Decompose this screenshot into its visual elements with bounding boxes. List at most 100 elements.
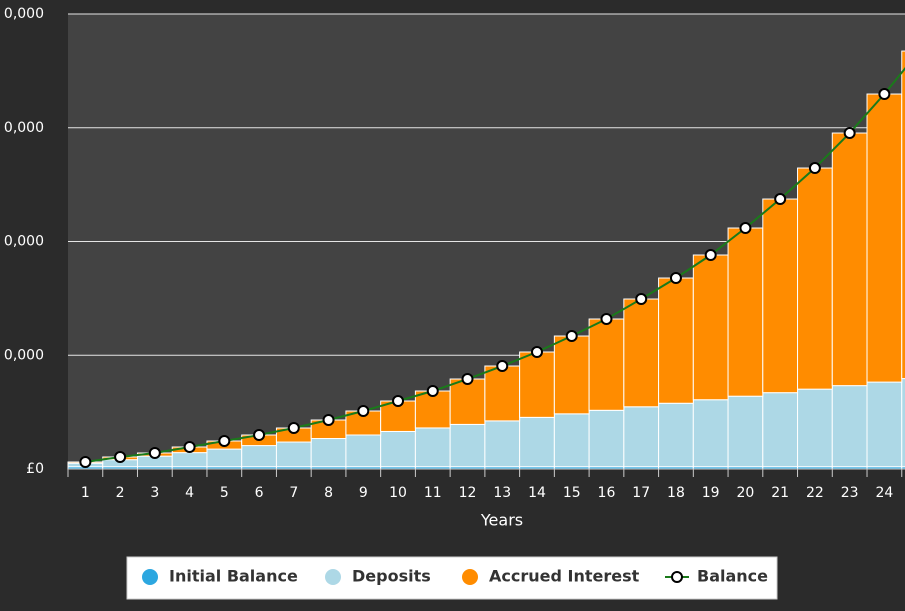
balance-point bbox=[392, 395, 405, 408]
y-tick-label: 0,000 bbox=[4, 120, 44, 136]
x-tick-label: 10 bbox=[389, 485, 407, 501]
x-tick-label: 21 bbox=[771, 485, 789, 501]
balance-point bbox=[218, 435, 231, 448]
y-tick-label: 0,000 bbox=[4, 234, 44, 250]
legend-marker bbox=[462, 569, 478, 585]
balance-point bbox=[461, 373, 474, 386]
bar-segment bbox=[692, 254, 729, 401]
legend-item[interactable]: Balance bbox=[665, 567, 768, 586]
balance-point bbox=[253, 429, 266, 442]
legend-item[interactable]: Accrued Interest bbox=[462, 567, 640, 586]
balance-point bbox=[774, 193, 787, 206]
bar-segment bbox=[692, 399, 729, 468]
bar-segment bbox=[553, 335, 590, 415]
legend-label: Deposits bbox=[352, 567, 431, 586]
bar-segment bbox=[762, 392, 799, 468]
balance-point bbox=[287, 422, 300, 435]
legend-item[interactable]: Initial Balance bbox=[142, 567, 298, 586]
x-tick-label: 8 bbox=[324, 485, 333, 501]
balance-point bbox=[148, 447, 161, 460]
legend-item[interactable]: Deposits bbox=[325, 567, 431, 586]
legend-label: Balance bbox=[697, 567, 768, 586]
x-tick-label: 23 bbox=[841, 485, 859, 501]
bar-segment bbox=[380, 430, 416, 468]
x-tick-label: 7 bbox=[289, 485, 298, 501]
legend-marker bbox=[142, 569, 158, 585]
x-tick-label: 12 bbox=[459, 485, 477, 501]
bar-segment bbox=[414, 427, 451, 468]
balance-point bbox=[843, 127, 856, 140]
bar-segment bbox=[484, 420, 521, 468]
x-tick-label: 20 bbox=[737, 485, 755, 501]
legend-label: Accrued Interest bbox=[489, 567, 640, 586]
x-tick-label: 2 bbox=[116, 485, 125, 501]
x-tick-label: 13 bbox=[493, 485, 511, 501]
balance-point bbox=[808, 162, 821, 175]
y-tick-label: £0 bbox=[26, 461, 44, 477]
balance-point bbox=[739, 222, 752, 235]
legend-marker bbox=[325, 569, 341, 585]
bar-segment bbox=[831, 385, 868, 468]
bar-segment bbox=[797, 388, 833, 468]
bar-segment bbox=[484, 365, 521, 422]
bar-segment bbox=[171, 452, 208, 468]
y-tick-label: 0,000 bbox=[4, 6, 44, 22]
bar-segment bbox=[519, 351, 555, 418]
bar-segment bbox=[727, 395, 764, 468]
bar-segment bbox=[241, 445, 277, 468]
bar-segment bbox=[345, 434, 382, 468]
x-axis-title: Years bbox=[480, 511, 523, 530]
bar-segment bbox=[901, 466, 905, 470]
balance-point bbox=[183, 441, 196, 454]
x-tick-label: 11 bbox=[424, 485, 442, 501]
x-tick-label: 14 bbox=[528, 485, 546, 501]
bar-segment bbox=[762, 198, 799, 394]
balance-point bbox=[426, 385, 439, 398]
bar-segment bbox=[206, 448, 243, 468]
balance-point bbox=[496, 360, 509, 373]
x-tick-label: 19 bbox=[702, 485, 720, 501]
x-tick-label: 18 bbox=[667, 485, 685, 501]
balance-point bbox=[565, 330, 578, 343]
bar-segment bbox=[658, 402, 694, 468]
bar-segment bbox=[901, 50, 905, 380]
bar-segment bbox=[553, 413, 590, 468]
x-tick-label: 16 bbox=[598, 485, 616, 501]
balance-point bbox=[322, 414, 335, 427]
bar-segment bbox=[866, 93, 903, 383]
bar-segment bbox=[310, 438, 347, 468]
x-tick-label: 3 bbox=[150, 485, 159, 501]
x-tick-label: 1 bbox=[81, 485, 90, 501]
balance-point bbox=[357, 405, 370, 418]
bar-segment bbox=[449, 378, 486, 425]
bar-segment bbox=[449, 423, 486, 468]
bar-segment bbox=[623, 298, 660, 408]
x-tick-label: 24 bbox=[875, 485, 893, 501]
x-tick-label: 9 bbox=[359, 485, 368, 501]
bar-segment bbox=[588, 409, 625, 468]
bar-segment bbox=[519, 416, 555, 468]
balance-point bbox=[79, 456, 92, 469]
balance-point bbox=[600, 313, 613, 326]
legend-label: Initial Balance bbox=[169, 567, 298, 586]
x-tick-label: 15 bbox=[563, 485, 581, 501]
x-tick-label: 4 bbox=[185, 485, 194, 501]
bar-segment bbox=[901, 378, 905, 468]
bar-segment bbox=[588, 318, 625, 411]
balance-point bbox=[530, 346, 543, 359]
x-tick-label: 17 bbox=[632, 485, 650, 501]
balance-point bbox=[704, 249, 717, 262]
bar-segment bbox=[275, 441, 312, 468]
x-tick-label: 6 bbox=[255, 485, 264, 501]
bar-segment bbox=[658, 277, 694, 404]
x-tick-label: 22 bbox=[806, 485, 824, 501]
bar-segment bbox=[727, 227, 764, 397]
bar-segment bbox=[623, 406, 660, 468]
bar-segment bbox=[797, 167, 833, 390]
balance-point bbox=[878, 88, 891, 101]
bar-segment bbox=[831, 132, 868, 387]
balance-point bbox=[635, 293, 648, 306]
bar-segment bbox=[866, 381, 903, 468]
